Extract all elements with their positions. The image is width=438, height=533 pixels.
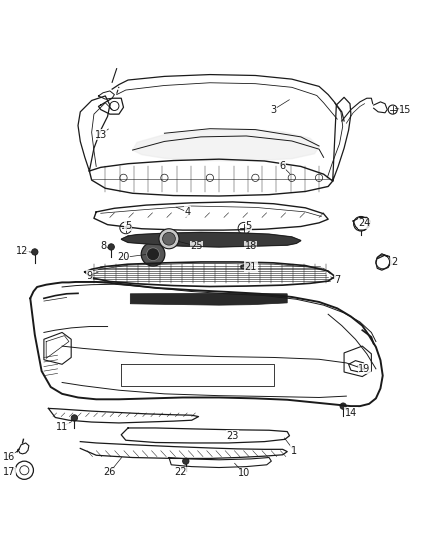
Text: 12: 12 (16, 246, 29, 256)
Text: 5: 5 (125, 221, 131, 231)
Circle shape (162, 232, 175, 245)
Circle shape (141, 243, 165, 266)
Circle shape (32, 249, 38, 255)
Text: 1: 1 (291, 446, 297, 456)
Text: 13: 13 (95, 130, 107, 140)
Polygon shape (242, 264, 253, 269)
Text: 24: 24 (358, 219, 371, 228)
Text: 5: 5 (245, 221, 252, 231)
Text: 10: 10 (238, 469, 250, 479)
Text: 4: 4 (184, 207, 190, 217)
Polygon shape (121, 232, 301, 247)
Circle shape (183, 458, 189, 464)
Text: 16: 16 (3, 451, 15, 462)
Text: 15: 15 (399, 104, 412, 115)
Text: 17: 17 (3, 467, 15, 477)
Text: 6: 6 (279, 161, 286, 172)
Text: 19: 19 (358, 364, 371, 374)
Text: 7: 7 (334, 275, 340, 285)
Circle shape (108, 244, 114, 250)
Text: 21: 21 (245, 262, 257, 271)
Text: 22: 22 (174, 467, 187, 477)
Polygon shape (241, 264, 251, 269)
Text: 23: 23 (226, 431, 239, 441)
Text: 26: 26 (104, 467, 116, 477)
Circle shape (147, 248, 159, 261)
Circle shape (71, 415, 78, 421)
Text: 8: 8 (100, 241, 106, 251)
Text: 2: 2 (391, 257, 397, 267)
Text: 20: 20 (117, 253, 130, 262)
Text: 9: 9 (86, 271, 92, 280)
Polygon shape (133, 129, 319, 161)
Polygon shape (131, 293, 287, 305)
Text: 18: 18 (245, 241, 257, 251)
Circle shape (159, 229, 179, 249)
Text: 3: 3 (271, 104, 277, 115)
Text: 25: 25 (190, 241, 202, 251)
Text: 14: 14 (345, 408, 357, 418)
Circle shape (340, 403, 346, 409)
Text: 11: 11 (56, 422, 68, 432)
